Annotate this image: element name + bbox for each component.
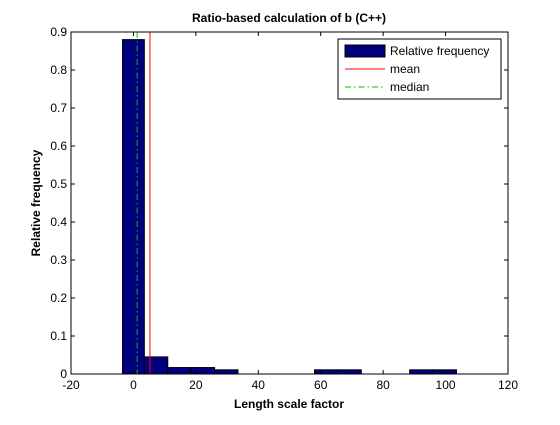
x-tick-label: -20	[62, 378, 80, 392]
x-tick-label: 120	[498, 378, 518, 392]
reference-lines	[136, 32, 151, 374]
y-tick-label: 0.1	[50, 329, 67, 343]
x-tick-label: 0	[130, 378, 137, 392]
histogram-bar	[190, 367, 216, 375]
bar-group	[122, 39, 457, 375]
histogram-bar	[214, 369, 239, 375]
y-tick-label: 0.4	[50, 215, 67, 229]
histogram-bar	[313, 369, 339, 375]
histogram-bar	[122, 39, 145, 375]
legend-label: mean	[390, 62, 420, 76]
y-tick-label: 0.8	[50, 63, 67, 77]
histogram-bar	[167, 367, 192, 375]
x-tick-label: 40	[252, 378, 266, 392]
y-tick-label: 0.7	[50, 101, 67, 115]
y-tick-label: 0.2	[50, 291, 67, 305]
histogram-bar	[143, 356, 169, 375]
x-tick-label: 60	[314, 378, 328, 392]
histogram-bar	[432, 369, 457, 375]
plot-frame	[70, 31, 509, 375]
y-tick-label: 0.3	[50, 253, 67, 267]
legend-swatch	[344, 44, 386, 58]
y-tick-label: 0.9	[50, 25, 67, 39]
chart-title: Ratio-based calculation of b (C++)	[192, 11, 386, 25]
x-axis-label: Length scale factor	[234, 397, 344, 411]
histogram-bar	[409, 369, 434, 375]
y-axis-ticks: 0 0.1 0.2 0.3 0.4 0.5 0.6 0.7 0.8 0.9	[50, 25, 508, 381]
y-tick-label: 0.6	[50, 139, 67, 153]
x-tick-label: 80	[376, 378, 390, 392]
y-tick-label: 0.5	[50, 177, 67, 191]
legend-label: Relative frequency	[390, 44, 489, 58]
x-axis-ticks: -20 0 20 40 60 80 100 120	[62, 32, 518, 392]
legend-label: median	[390, 80, 429, 94]
y-axis-label: Relative frequency	[29, 149, 43, 256]
x-tick-label: 20	[189, 378, 203, 392]
histogram-bar	[337, 369, 362, 375]
x-tick-label: 100	[436, 378, 456, 392]
legend: Relative frequency mean median	[337, 38, 502, 100]
y-tick-label: 0	[60, 367, 67, 381]
